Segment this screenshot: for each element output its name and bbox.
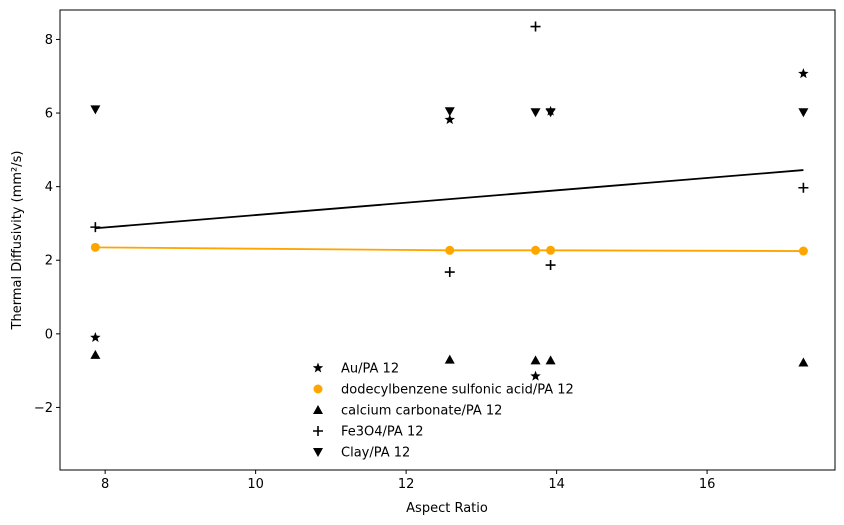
data-point-au-pa-12-1 [90,332,101,342]
trend-line-1 [95,169,804,230]
data-point-fe3o4-pa-12-3 [530,21,541,32]
legend-label: dodecylbenzene sulfonic acid/PA 12 [341,383,574,398]
y-tick-label: −2 [34,401,53,416]
data-point-au-pa-12-2 [444,114,455,125]
x-tick-label: 16 [699,477,716,492]
x-axis-label: Aspect Ratio [406,501,488,516]
legend-label: calcium carbonate/PA 12 [341,404,502,419]
y-tick-label: 6 [45,107,53,122]
data-point-au-pa-12-5 [798,68,809,79]
y-tick-label: 8 [45,33,53,48]
data-point-calcium-carbonate-pa-12-2 [444,354,455,364]
data-point-clay-pa-12-2 [444,107,455,117]
legend-marker [312,362,324,373]
y-tick-label: 0 [45,327,53,342]
data-point-fe3o4-pa-12-5 [798,182,809,193]
data-point-calcium-carbonate-pa-12-5 [798,357,809,367]
data-point-clay-pa-12-1 [90,105,101,115]
y-tick-label: 2 [45,254,53,269]
x-tick-label: 12 [398,477,415,492]
x-axis: 8 10 12 14 16 [101,470,715,492]
data-point-calcium-carbonate-pa-12-3 [530,355,541,365]
legend-label: Au/PA 12 [341,362,399,377]
legend-label: Clay/PA 12 [341,446,410,461]
data-point-dodecylbenzene-sulfonic-acid-pa-12-4 [546,245,556,255]
data-point-calcium-carbonate-pa-12-1 [90,349,101,359]
plot-area [90,21,809,381]
data-point-fe3o4-pa-12-1 [90,222,101,233]
legend-marker [313,405,323,414]
x-tick-label: 14 [548,477,565,492]
data-point-clay-pa-12-3 [530,108,541,118]
data-point-fe3o4-pa-12-4 [545,260,556,271]
legend-marker [313,384,323,394]
y-axis: −2 0 2 4 6 8 [34,33,60,416]
x-tick-label: 10 [247,477,264,492]
x-tick-label: 8 [101,477,109,492]
data-point-clay-pa-12-5 [798,108,809,118]
legend: Au/PA 12 dodecylbenzene sulfonic acid/PA … [312,362,574,461]
data-point-fe3o4-pa-12-2 [444,267,455,278]
data-point-dodecylbenzene-sulfonic-acid-pa-12-5 [798,246,808,256]
axes-frame [59,9,836,471]
legend-marker [313,426,323,436]
y-axis-label: Thermal Diffusivity (mm²/s) [10,151,25,331]
legend-label: Fe3O4/PA 12 [341,425,424,440]
data-point-dodecylbenzene-sulfonic-acid-pa-12-2 [445,245,455,255]
data-point-clay-pa-12-4 [545,108,556,118]
data-point-au-pa-12-3 [530,370,541,381]
data-point-dodecylbenzene-sulfonic-acid-pa-12-1 [90,242,100,252]
legend-marker [313,448,323,457]
data-point-dodecylbenzene-sulfonic-acid-pa-12-3 [531,245,541,255]
data-point-calcium-carbonate-pa-12-4 [545,355,556,365]
y-tick-label: 4 [45,180,53,195]
